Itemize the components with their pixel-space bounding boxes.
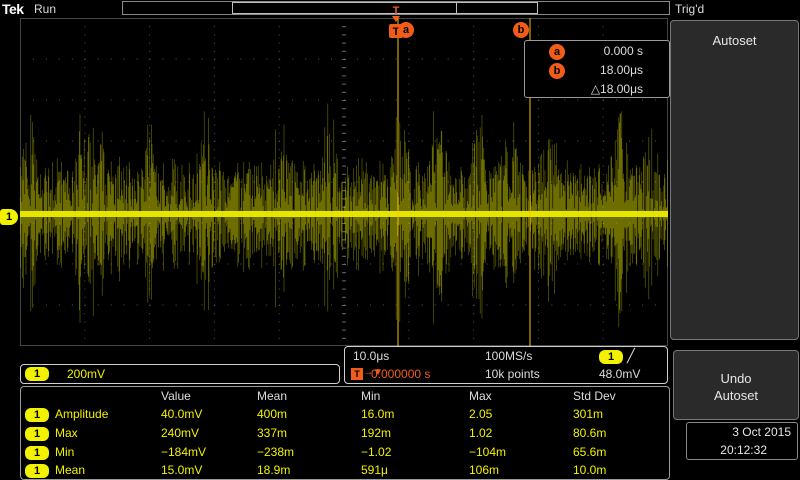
svg-text:T: T xyxy=(393,5,400,17)
brand-logo: Tek xyxy=(2,1,24,17)
channel-1-scale-readout[interactable]: 1 200mV xyxy=(20,364,340,384)
measurement-name: Min xyxy=(55,445,75,459)
channel-1-badge: 1 xyxy=(25,367,49,381)
measurement-name: Amplitude xyxy=(55,407,109,421)
cursor-a-badge: a xyxy=(549,44,565,60)
measurement-std-dev: 80.6m xyxy=(573,426,607,440)
channel-1-waveform xyxy=(20,103,668,328)
channel-1-volts-per-div: 200mV xyxy=(67,367,106,381)
acquisition-status[interactable]: Run xyxy=(34,2,57,16)
header-std-dev: Std Dev xyxy=(573,389,616,403)
measurement-name: Max xyxy=(55,426,78,440)
cursor-a-time: 0.000 s xyxy=(603,44,643,58)
measurement-max: 2.05 xyxy=(469,407,493,421)
measurement-value: 40.0mV xyxy=(161,407,203,421)
autoset-panel: Autoset xyxy=(670,20,799,340)
horizontal-trigger-readout[interactable]: 10.0μs 100MS/s T →▼ 0.000000 s 10k point… xyxy=(344,346,668,384)
sample-rate-readout: 100MS/s xyxy=(485,349,533,363)
measurement-std-dev: 301m xyxy=(573,407,604,421)
measurement-mean: 337m xyxy=(257,426,288,440)
trigger-status: Trig'd xyxy=(675,2,705,16)
measurement-std-dev: 10.0m xyxy=(573,463,607,477)
measurement-min: −1.02 xyxy=(361,445,392,459)
header-min: Min xyxy=(361,389,381,403)
trigger-source-badge: 1 xyxy=(599,350,623,364)
undo-autoset-button[interactable]: Undo Autoset xyxy=(673,350,799,420)
autoset-title: Autoset xyxy=(712,33,757,48)
undo-autoset-label-line2: Autoset xyxy=(713,388,759,403)
row-channel-badge: 1 xyxy=(25,408,49,422)
measurement-value: −184mV xyxy=(161,445,207,459)
cursor-a-marker[interactable]: a xyxy=(398,22,414,38)
record-view-divider xyxy=(456,2,457,14)
measurements-table[interactable]: Value Mean Min Max Std Dev 1 Amplitude 4… xyxy=(20,386,670,480)
trigger-position-arrow-icon: →▼ xyxy=(363,367,383,378)
channel-1-offset-marker[interactable]: 1 xyxy=(0,209,18,225)
date-text: 3 Oct 2015 xyxy=(732,425,791,439)
trigger-slope-icon: ╱ xyxy=(627,348,635,363)
measurement-value: 240mV xyxy=(161,426,200,440)
row-channel-badge: 1 xyxy=(25,446,49,460)
measurement-std-dev: 65.6m xyxy=(573,445,607,459)
trigger-level-readout: 48.0mV xyxy=(599,367,641,381)
measurement-min: 16.0m xyxy=(361,407,395,421)
date-time-display: 3 Oct 2015 20:12:32 xyxy=(686,422,798,460)
measurement-mean: −238m xyxy=(257,445,295,459)
cursor-delta: △18.00μs xyxy=(590,82,643,96)
record-view-window xyxy=(232,2,538,14)
timebase-readout: 10.0μs xyxy=(353,349,390,363)
record-view-bar xyxy=(122,1,670,15)
row-channel-badge: 1 xyxy=(25,427,49,441)
trigger-position-icon: T xyxy=(351,368,363,380)
cursor-b-badge: b xyxy=(549,63,565,79)
measurement-max: 1.02 xyxy=(469,426,493,440)
time-text: 20:12:32 xyxy=(720,443,767,457)
measurement-mean: 18.9m xyxy=(257,463,291,477)
measurement-max: 106m xyxy=(469,463,500,477)
row-channel-badge: 1 xyxy=(25,464,49,478)
header-max: Max xyxy=(469,389,492,403)
cursor-readout-panel: a 0.000 s b 18.00μs △18.00μs xyxy=(524,40,670,98)
trigger-position-readout: 0.000000 s xyxy=(371,367,431,381)
header-value: Value xyxy=(161,389,191,403)
measurement-min: 192m xyxy=(361,426,392,440)
header-mean: Mean xyxy=(257,389,288,403)
svg-text:T: T xyxy=(393,26,400,38)
measurement-value: 15.0mV xyxy=(161,463,203,477)
undo-autoset-label-line1: Undo xyxy=(720,371,752,386)
record-length-readout: 10k points xyxy=(485,367,540,381)
top-status-bar: Tek Run Trig'd xyxy=(0,0,800,18)
cursor-b-marker[interactable]: b xyxy=(513,22,529,38)
measurement-mean: 400m xyxy=(257,407,288,421)
measurement-min: 591μ xyxy=(361,463,388,477)
measurement-max: −104m xyxy=(469,445,507,459)
cursor-b-time: 18.00μs xyxy=(600,63,643,77)
measurement-name: Mean xyxy=(55,463,86,477)
